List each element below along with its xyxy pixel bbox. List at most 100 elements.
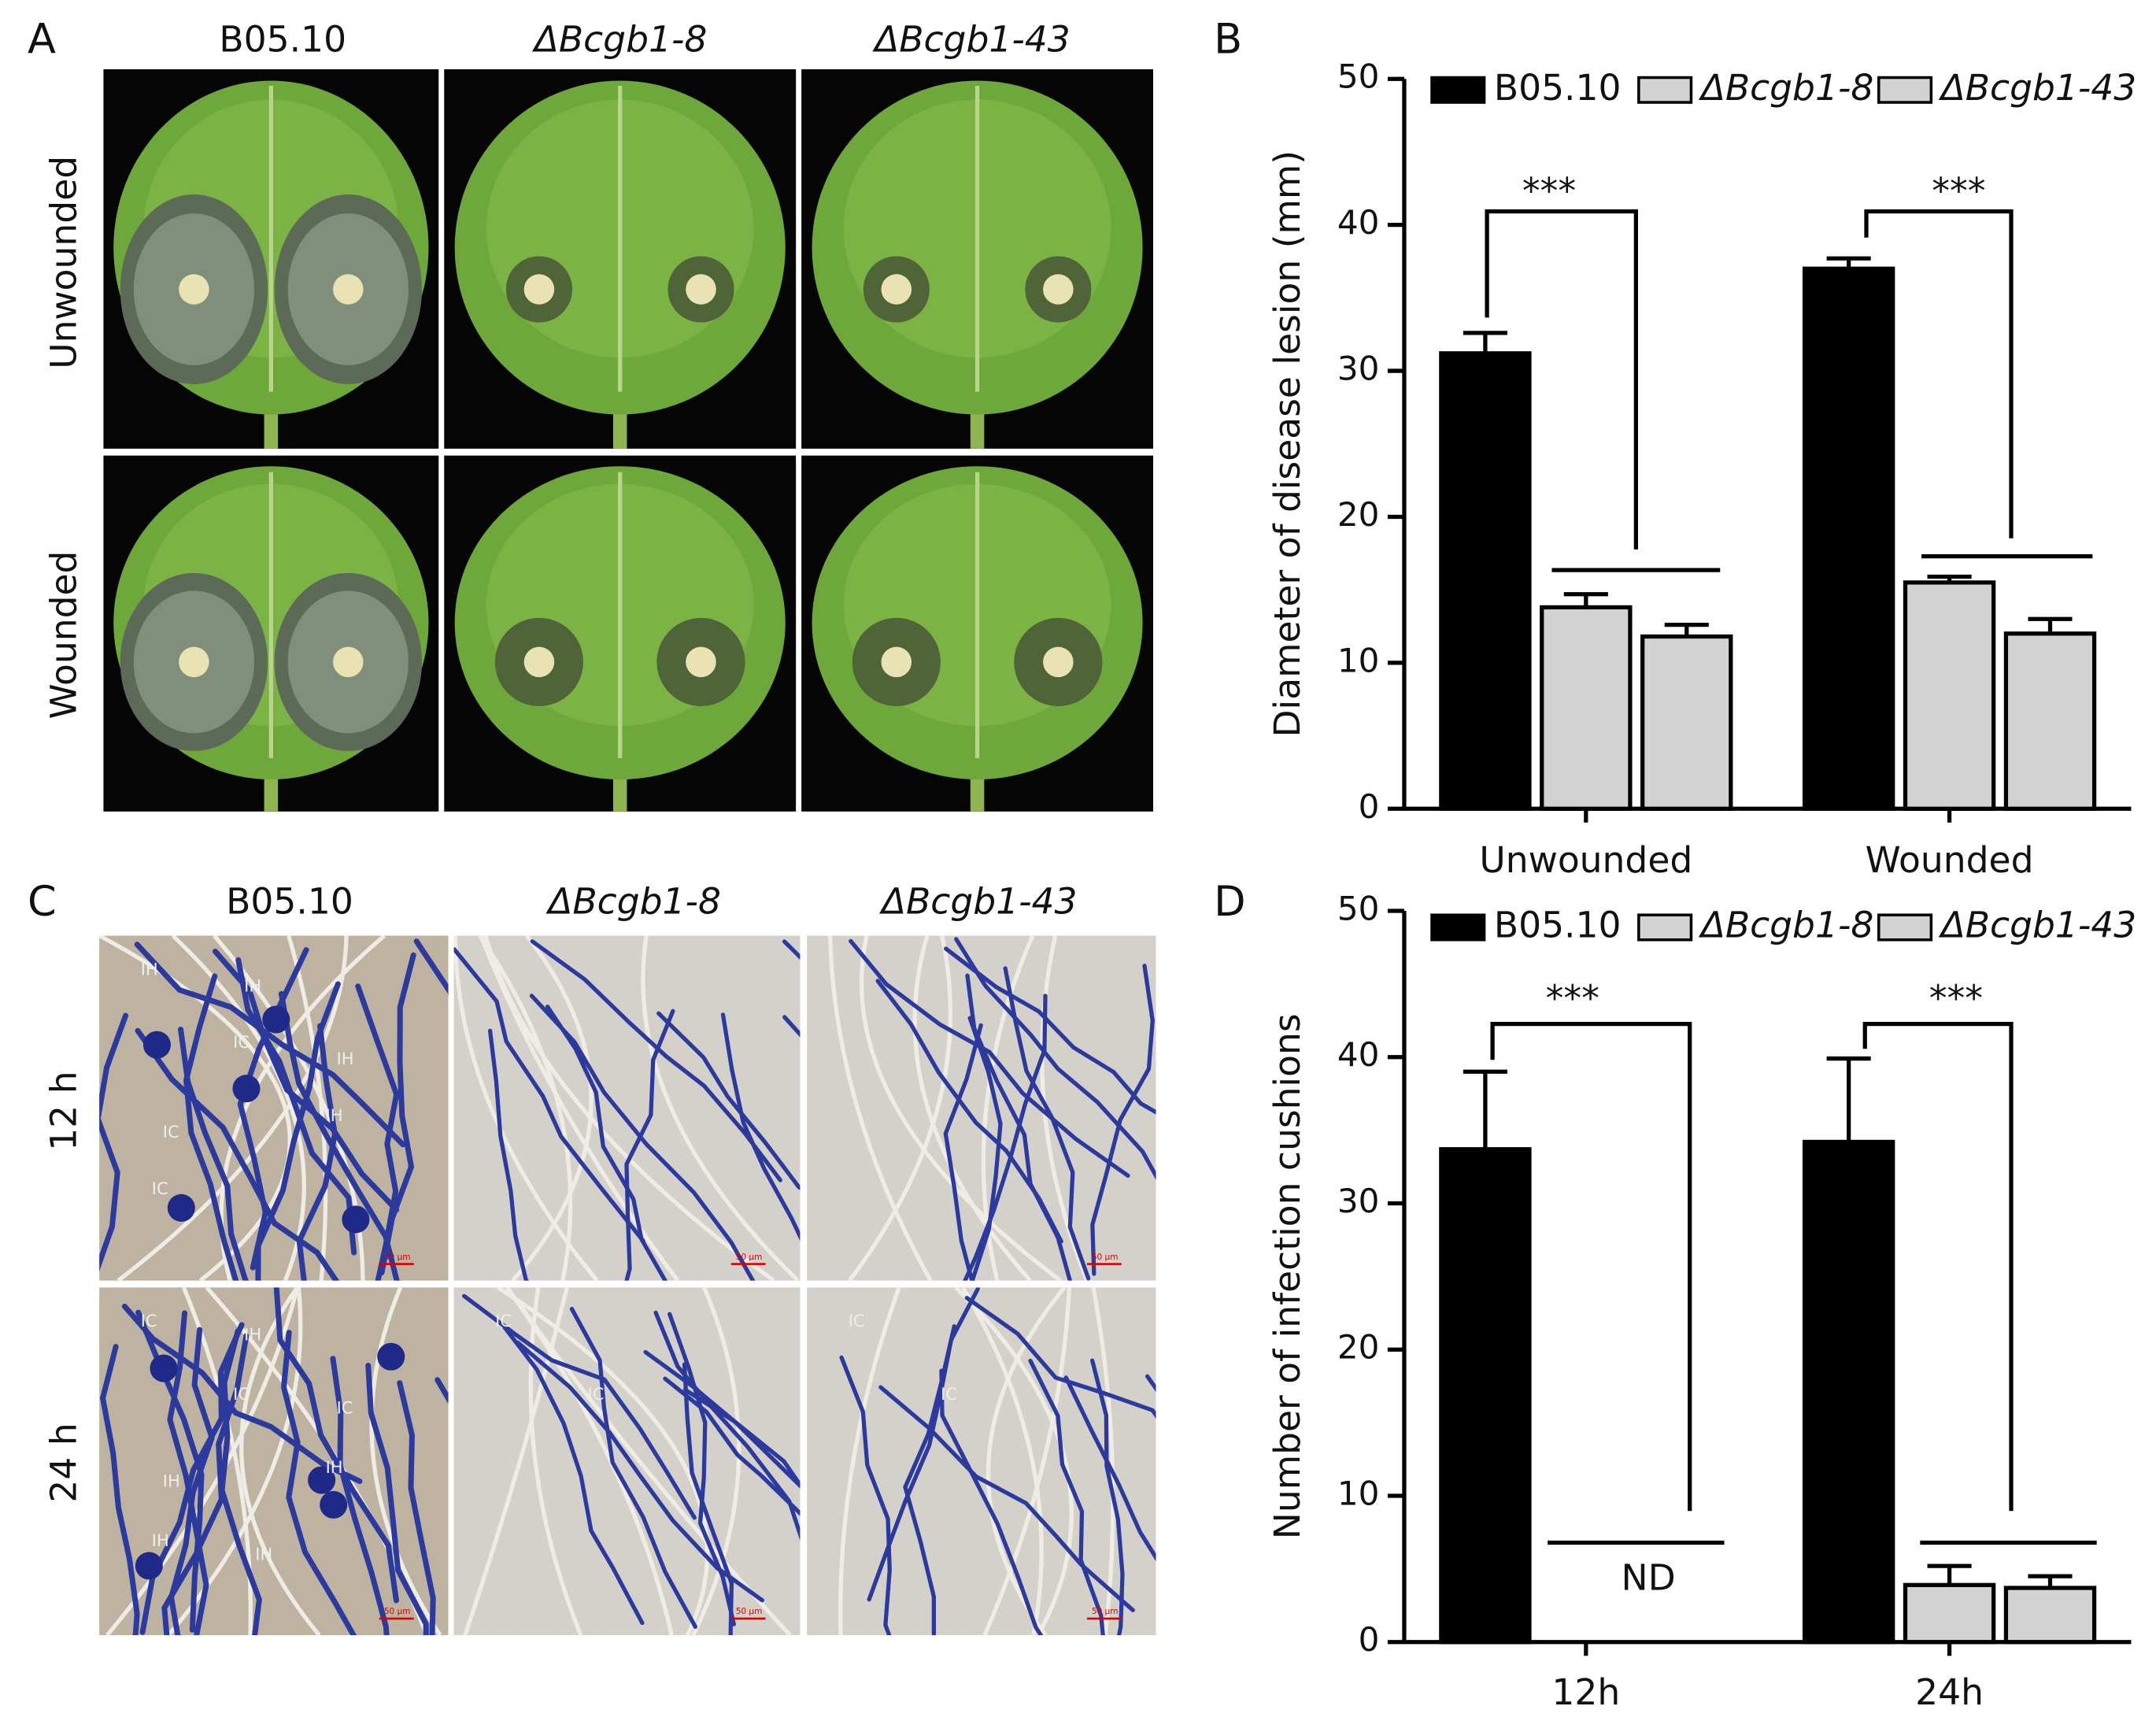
bar [1903, 1582, 1996, 1645]
annotation: ND [1622, 1556, 1676, 1598]
x-tick-label: Wounded [1866, 839, 2034, 881]
y-axis-title: Number of infection cushions [1267, 1013, 1308, 1539]
cell-wall [171, 935, 306, 1281]
marker-label: IC [233, 1384, 250, 1404]
cell-wall [99, 935, 292, 1281]
hypha [967, 1016, 1003, 1281]
hypha [530, 939, 782, 1182]
hypha [954, 937, 1156, 1180]
legend-label: ΔBcgb1-43 [1939, 904, 2137, 946]
hypha [99, 1344, 140, 1635]
hypha [487, 1028, 529, 1281]
cell-wall [483, 935, 775, 1281]
hypha [875, 979, 1063, 1244]
hypha [939, 1368, 1044, 1635]
inoculum [881, 274, 912, 305]
bar [1802, 266, 1895, 811]
cell-wall [691, 1287, 741, 1635]
cushion [342, 1205, 370, 1234]
bar [1540, 605, 1633, 811]
y-tick-label: 40 [1337, 203, 1380, 242]
annotation: *** [1929, 977, 1983, 1019]
column-header: ΔBcgb1-8 [545, 881, 721, 923]
x-tick-label: 12h [1551, 1671, 1620, 1713]
inoculum [1043, 274, 1074, 305]
hypha [1028, 1358, 1105, 1635]
hypha [720, 1012, 801, 1242]
inoculum [333, 274, 364, 305]
marker-label: IC [233, 1032, 250, 1052]
hypha [135, 1027, 340, 1281]
micrograph [453, 1287, 801, 1635]
hypha [943, 1023, 983, 1281]
hypha [330, 1356, 390, 1635]
panel-label: B [1214, 16, 1242, 64]
hypha [99, 1012, 129, 1272]
annotation: *** [1522, 170, 1576, 212]
legend-label: ΔBcgb1-43 [1939, 67, 2137, 109]
cushion [262, 1005, 290, 1034]
marker-label: IC [141, 1311, 157, 1330]
hypha [134, 942, 406, 1148]
cell-wall [860, 935, 1062, 1281]
y-tick-label: 50 [1337, 889, 1380, 927]
legend-swatch [1430, 76, 1486, 104]
panel-label: C [28, 878, 57, 926]
hyphae [827, 935, 1156, 1281]
marker-label: IH [337, 1049, 354, 1068]
hypha [1090, 964, 1155, 1276]
significance-bracket [1864, 209, 2014, 538]
scale-label: 50 μm [1092, 1253, 1119, 1262]
marker-label: IC [337, 1398, 353, 1418]
cell-wall [287, 935, 328, 1281]
hypha [296, 1023, 338, 1281]
legend-swatch [1877, 913, 1933, 942]
marker-label: IH [163, 1471, 180, 1490]
hypha [461, 1293, 697, 1520]
legend-swatch [1637, 913, 1693, 942]
cell-wall [641, 935, 800, 1281]
hyphae [99, 935, 449, 1281]
cushion [135, 1552, 163, 1580]
hypha [944, 946, 1156, 1115]
annotation: *** [1546, 977, 1599, 1019]
hypha [280, 1330, 357, 1635]
hypha [502, 1325, 645, 1626]
inoculum [333, 646, 364, 678]
y-tick-label: 10 [1337, 641, 1380, 679]
y-tick-label: 40 [1337, 1035, 1380, 1074]
marker-label: IH [255, 1544, 272, 1564]
hypha [1003, 966, 1091, 1281]
y-tick-label: 10 [1337, 1474, 1380, 1512]
cushion [167, 1194, 195, 1222]
marker-label: IH [326, 1457, 343, 1477]
hypha [1063, 1375, 1156, 1562]
hypha [1090, 1358, 1125, 1635]
column-header: B05.10 [219, 18, 346, 60]
y-tick-label: 20 [1337, 495, 1380, 534]
x-tick-label: 24h [1915, 1671, 1984, 1713]
hypha [529, 994, 756, 1281]
marker-label: IC [849, 1311, 865, 1330]
inoculum [686, 274, 716, 305]
annotation: *** [1932, 170, 1985, 212]
inoculum [523, 274, 555, 305]
hypha [663, 1376, 801, 1516]
hypha [379, 952, 416, 1275]
hyphae [453, 935, 801, 1281]
cell-wall [827, 935, 933, 1281]
y-tick-label: 50 [1337, 57, 1380, 96]
scale-label: 50 μm [384, 1607, 411, 1616]
inoculum [1043, 646, 1074, 678]
hyphae [99, 1287, 449, 1635]
bar [1640, 634, 1733, 811]
micrograph [807, 935, 1156, 1281]
cell-wall [453, 935, 599, 1281]
panel-label: D [1214, 878, 1245, 926]
y-tick-label: 0 [1359, 1620, 1380, 1659]
cushion [150, 1354, 178, 1382]
scale-label: 50 μm [736, 1253, 763, 1262]
y-axis-title: Diameter of disease lesion (mm) [1267, 150, 1308, 738]
hypha [963, 994, 1048, 1281]
